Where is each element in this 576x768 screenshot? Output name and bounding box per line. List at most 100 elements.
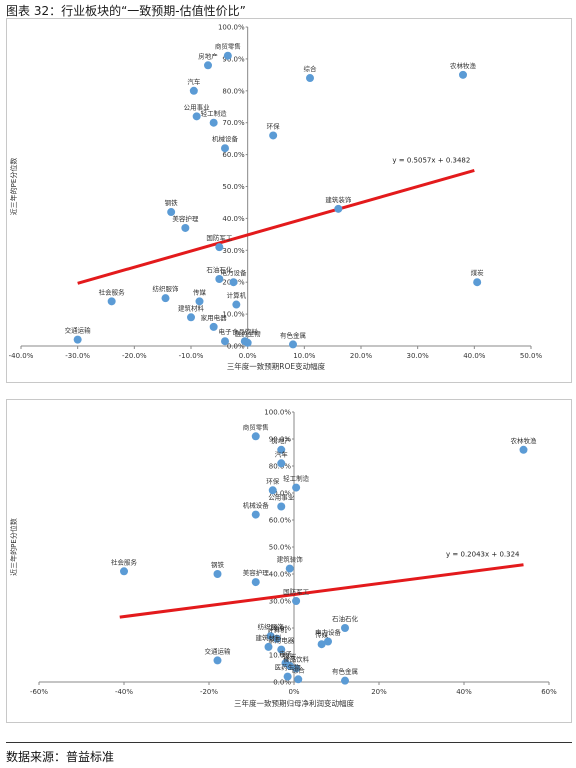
- y-tick-label: 90.0%: [222, 55, 245, 63]
- point-label: 交通运输: [65, 326, 92, 335]
- data-point: [269, 131, 278, 140]
- x-tick-label: 20.0%: [350, 352, 373, 360]
- data-point: [277, 445, 286, 454]
- trendline: [77, 168, 475, 285]
- y-axis-title: 近三年的PE分位数: [9, 158, 18, 216]
- point-label: 美容护理: [172, 214, 199, 223]
- point-label: 交通运输: [205, 646, 232, 655]
- y-tick-label: 30.0%: [269, 598, 292, 606]
- data-point: [341, 676, 349, 685]
- data-point: [204, 61, 212, 70]
- point-label: 环保: [266, 476, 280, 485]
- data-point: [223, 51, 232, 60]
- y-axis-title: 近三年的PE分位数: [9, 518, 18, 576]
- scatter-chart-profit: -60% -40% -20% 0% 20% 40% 60% 0.0% 10.0% 20.0% 30.…: [9, 409, 557, 709]
- footer-divider: [6, 742, 572, 743]
- point-label: 石油石化: [332, 614, 359, 623]
- data-point: [519, 445, 528, 454]
- x-axis-title: 三年度一致预期归母净利润变动幅度: [234, 698, 354, 708]
- point-label: 轻工制造: [283, 474, 310, 483]
- data-point: [221, 144, 229, 153]
- y-tick-label: 70.0%: [269, 490, 292, 498]
- data-point: [277, 502, 286, 511]
- x-tick-label: -60%: [30, 688, 48, 696]
- point-label: 房地产: [198, 51, 218, 60]
- data-point: [181, 223, 190, 232]
- data-point: [161, 294, 170, 303]
- point-label: 纺织服饰: [258, 622, 285, 631]
- point-label: 社会服务: [99, 287, 126, 296]
- x-tick-label: 0%: [288, 688, 299, 696]
- source-note: 数据来源：普益标准: [6, 750, 115, 764]
- point-label: 传媒: [193, 287, 207, 296]
- y-tick-label: 100.0%: [218, 24, 245, 32]
- point-label: 房地产: [272, 436, 292, 445]
- data-point: [192, 112, 201, 121]
- x-tick-label: -20.0%: [122, 352, 147, 360]
- data-point: [215, 275, 224, 284]
- data-point: [232, 300, 241, 309]
- data-point: [283, 672, 292, 681]
- data-point: [317, 640, 326, 649]
- data-point: [268, 486, 277, 495]
- y-tick-label: 60.0%: [269, 517, 292, 525]
- point-label: 计算机: [267, 625, 287, 634]
- point-label: 建筑材料: [256, 633, 283, 642]
- data-point: [294, 675, 303, 684]
- data-point: [167, 208, 176, 217]
- data-point: [187, 313, 195, 322]
- data-point: [120, 567, 128, 576]
- point-label: 商贸零售: [243, 422, 269, 431]
- y-tick-label: 50.0%: [269, 544, 292, 552]
- point-label: 计算机: [227, 291, 247, 300]
- trendline: [119, 563, 524, 619]
- point-label: 电子: [219, 327, 233, 336]
- y-tick-label: 40.0%: [222, 215, 245, 223]
- y-tick-label: 0.0%: [227, 343, 245, 351]
- y-tick-label: 50.0%: [222, 183, 245, 191]
- data-point: [292, 597, 301, 605]
- data-point: [215, 243, 224, 252]
- y-tick-label: 90.0%: [269, 436, 292, 444]
- x-tick-label: -40.0%: [9, 352, 34, 360]
- x-tick-label: -10.0%: [179, 352, 204, 360]
- data-point: [73, 335, 82, 344]
- point-label: 农林牧渔: [511, 436, 538, 445]
- data-point: [107, 297, 116, 306]
- point-label: 有色金属: [280, 330, 306, 339]
- data-point: [229, 278, 238, 287]
- point-label: 汽车: [187, 77, 201, 86]
- data-point: [459, 70, 467, 79]
- data-point: [221, 337, 229, 346]
- point-label: 有色金属: [332, 667, 358, 676]
- point-label: 煤炭: [471, 268, 485, 277]
- data-point: [289, 340, 297, 349]
- y-tick-label: 0.0%: [273, 679, 291, 687]
- point-label: 国防军工: [206, 233, 233, 242]
- y-tick-label: 10.0%: [222, 311, 245, 319]
- point-label: 煤炭: [283, 652, 297, 661]
- x-tick-label: -30.0%: [65, 352, 90, 360]
- x-axis-title: 三年度一致预期ROE变动幅度: [227, 361, 326, 371]
- point-label: 综合: [304, 64, 318, 73]
- point-label: 食品饮料: [283, 655, 310, 664]
- data-point: [273, 634, 281, 643]
- y-tick-label: 60.0%: [222, 151, 245, 159]
- point-label: 环保: [267, 121, 281, 130]
- data-point: [277, 645, 286, 654]
- data-point: [213, 656, 222, 665]
- y-tick-label: 20.0%: [269, 625, 292, 633]
- data-point: [213, 570, 222, 578]
- trendline-equation: y = 0.5057x + 0.3482: [392, 156, 470, 164]
- data-point: [334, 204, 343, 213]
- point-label: 轻工制造: [201, 109, 228, 118]
- data-point: [266, 632, 275, 641]
- data-point: [209, 322, 218, 331]
- point-label: 机械设备: [212, 134, 239, 143]
- point-label: 医药生物: [275, 663, 302, 672]
- point-label: 建筑装饰: [325, 195, 352, 204]
- point-label: 钢铁: [165, 198, 179, 207]
- y-tick-label: 10.0%: [269, 652, 292, 660]
- point-label: 家用电器: [201, 313, 228, 322]
- point-label: 社会服务: [111, 557, 138, 566]
